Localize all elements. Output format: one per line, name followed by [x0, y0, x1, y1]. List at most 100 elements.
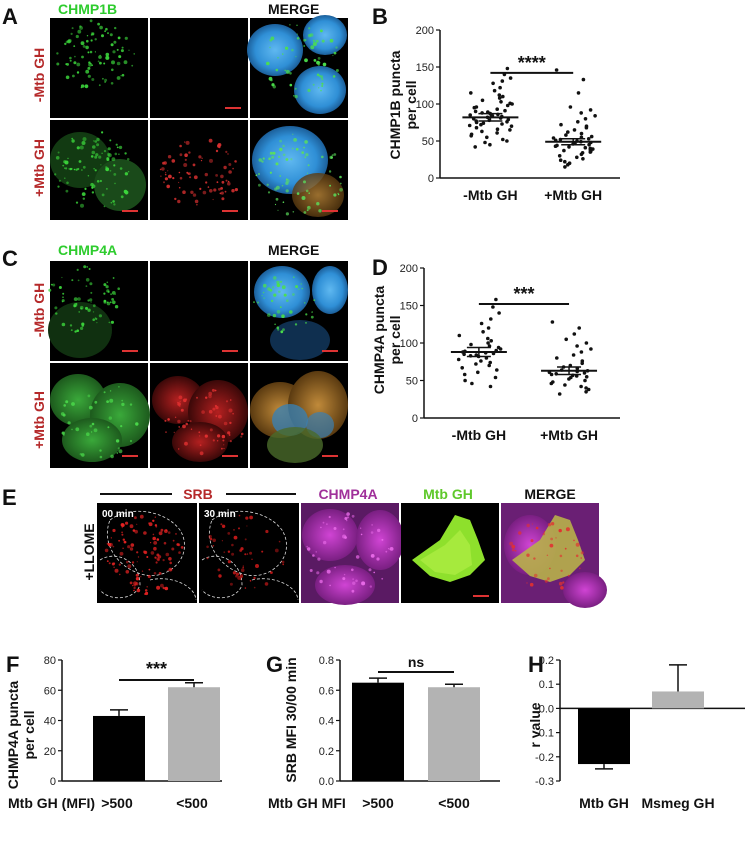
significance-label: ***: [513, 284, 534, 304]
data-point: [476, 370, 480, 375]
x-category-label: Mtb GH: [579, 795, 629, 811]
data-point: [480, 129, 484, 134]
micrograph-a-r1-green: [50, 18, 148, 118]
data-point: [583, 378, 587, 383]
data-point: [586, 387, 591, 392]
x-category-label: >500: [362, 795, 394, 811]
data-point: [568, 105, 573, 109]
data-point: [488, 142, 492, 147]
data-point: [563, 159, 567, 164]
data-point: [588, 108, 593, 112]
y-tick-label: 200: [416, 25, 434, 37]
data-point: [589, 347, 593, 351]
data-point: [587, 142, 591, 147]
data-point: [582, 371, 587, 375]
data-point: [593, 114, 597, 118]
bar: [428, 687, 480, 781]
data-point: [472, 105, 477, 110]
data-point: [479, 359, 483, 363]
data-point: [474, 362, 478, 366]
bar: [168, 687, 220, 781]
micrograph-c-r2-merge: [250, 363, 348, 468]
micrograph-a-r2-red: [150, 120, 248, 220]
y-tick-label: 150: [400, 301, 418, 313]
micrograph-c-r1-red: [150, 261, 248, 361]
data-point: [550, 320, 555, 324]
data-point: [576, 120, 580, 124]
data-point: [495, 131, 499, 135]
chart-g-xprefix: Mtb GH MFI: [268, 795, 346, 811]
data-point: [462, 352, 466, 357]
data-point: [579, 384, 583, 389]
panel-a-row-2: +Mtb GH: [31, 139, 47, 197]
data-point: [581, 77, 586, 82]
data-point: [473, 145, 478, 149]
chart-d-ylabel-1: CHMP4A puncta: [371, 286, 387, 395]
data-point: [503, 108, 507, 113]
data-point: [581, 157, 585, 161]
panel-c-row-1: -Mtb GH: [31, 283, 47, 337]
data-point: [495, 107, 500, 111]
y-tick-label: 0: [50, 776, 56, 788]
chart-f-letter: F: [6, 652, 19, 677]
data-point: [498, 347, 503, 351]
data-point: [583, 145, 588, 150]
data-point: [491, 305, 495, 309]
chart-g-plot: 0.0 0.2 0.4 0.6 0.8 >500 <500 ns: [319, 654, 500, 811]
x-category-label: -Mtb GH: [463, 187, 517, 203]
data-point: [457, 333, 462, 338]
data-point: [557, 154, 562, 158]
data-point: [487, 363, 492, 368]
data-point: [462, 372, 467, 377]
x-category-label: >500: [101, 795, 133, 811]
data-point: [571, 353, 576, 357]
chart-h: H r value -0.3 -0.2 -0.1 0.0 0.1 0.2 Mtb GH Msm…: [527, 652, 745, 811]
panel-e-row-label: +LLOME: [81, 523, 97, 580]
data-point: [500, 122, 504, 126]
data-point: [580, 361, 584, 366]
chart-d-letter: D: [372, 255, 388, 280]
data-point: [557, 392, 562, 396]
data-point: [456, 357, 461, 362]
data-point: [563, 383, 567, 387]
x-category-label: -Mtb GH: [452, 427, 506, 443]
data-point: [566, 130, 570, 134]
data-point: [505, 120, 509, 124]
micrograph-a-r2-green: [50, 120, 148, 220]
data-point: [498, 85, 502, 90]
y-tick-label: 0.4: [319, 716, 334, 728]
y-tick-label: 60: [44, 685, 56, 697]
panel-a-letter: A: [2, 4, 18, 29]
data-point: [509, 124, 514, 128]
chart-b-ylabel-1: CHMP1B puncta: [387, 50, 403, 159]
data-point: [584, 375, 589, 379]
data-point: [551, 136, 556, 140]
significance-label: ns: [408, 654, 425, 670]
micrograph-e-srb-30: 30 min: [199, 503, 299, 603]
data-point: [481, 330, 485, 334]
micrograph-a-r2-merge: [250, 120, 348, 220]
data-point: [579, 111, 583, 115]
data-point: [559, 122, 563, 127]
chart-d-ylabel-2: per cell: [387, 315, 403, 364]
micrograph-e-merge: [501, 503, 607, 608]
panel-a-header-1: CHMP1B: [58, 1, 117, 17]
chart-f-ylabel-1: CHMP4A puncta: [5, 681, 21, 790]
data-point: [493, 375, 498, 380]
data-point: [584, 386, 588, 390]
panel-c-header-1: CHMP4A: [58, 242, 117, 258]
data-point: [473, 109, 478, 114]
y-tick-label: 0.1: [539, 679, 554, 691]
timestamp-00: 00 min: [102, 509, 134, 520]
micrograph-e-mtbgh: [401, 503, 499, 603]
panel-e-header-chmp4a: CHMP4A: [318, 486, 377, 502]
panel-a: A CHMP1B MERGE -Mtb GH +Mtb GH: [2, 1, 348, 220]
data-point: [510, 102, 514, 106]
micrograph-c-r1-merge: [250, 261, 348, 361]
timestamp-30: 30 min: [204, 509, 236, 520]
panel-c: C CHMP4A MERGE -Mtb GH +Mtb GH: [2, 242, 348, 468]
data-point: [489, 339, 494, 343]
y-tick-label: 80: [44, 655, 56, 667]
micrograph-a-r1-red: [150, 18, 248, 118]
y-tick-label: 20: [44, 746, 56, 758]
